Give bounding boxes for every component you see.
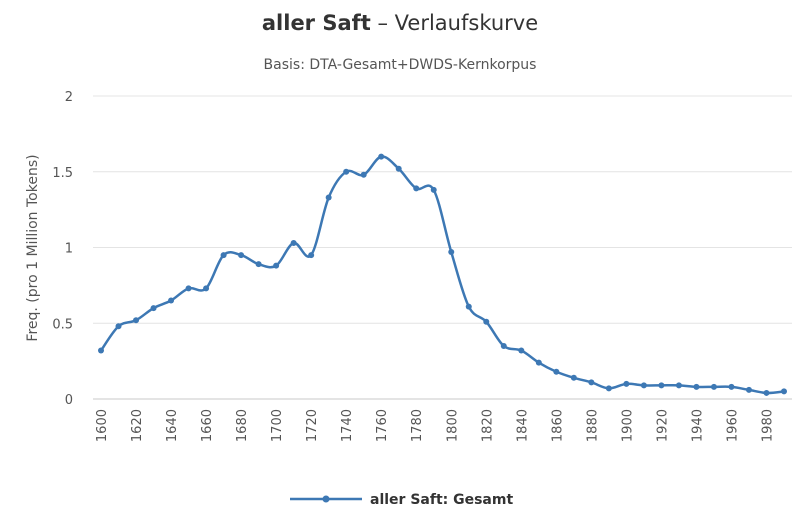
data-point bbox=[168, 297, 175, 304]
data-point bbox=[535, 359, 542, 366]
y-tick-label: 0 bbox=[65, 393, 73, 408]
legend[interactable]: aller Saft: Gesamt bbox=[290, 492, 513, 508]
data-point bbox=[413, 185, 420, 192]
data-point bbox=[150, 305, 157, 312]
data-point bbox=[290, 239, 297, 246]
data-point bbox=[745, 386, 752, 393]
data-point bbox=[518, 347, 525, 354]
data-point bbox=[378, 153, 385, 160]
x-tick-label: 1760 bbox=[375, 409, 390, 442]
x-tick-label: 1860 bbox=[550, 409, 565, 442]
x-tick-label: 1980 bbox=[760, 409, 775, 442]
x-tick-label: 1880 bbox=[585, 409, 600, 442]
chart-title-bold: aller Saft bbox=[262, 11, 371, 35]
series-group bbox=[98, 153, 787, 396]
data-point bbox=[710, 383, 717, 390]
data-point bbox=[343, 168, 350, 175]
grid-lines bbox=[93, 95, 792, 400]
x-tick-label: 1820 bbox=[480, 409, 495, 442]
x-tick-label: 1720 bbox=[305, 409, 320, 442]
x-tick-label: 1920 bbox=[655, 409, 670, 442]
data-point bbox=[570, 374, 577, 381]
data-point bbox=[430, 186, 437, 193]
x-tick-label: 1600 bbox=[95, 409, 110, 442]
data-point bbox=[360, 171, 367, 178]
data-point bbox=[465, 303, 472, 310]
data-point bbox=[675, 382, 682, 389]
legend-marker bbox=[322, 495, 330, 503]
data-point bbox=[693, 383, 700, 390]
data-point bbox=[98, 347, 104, 354]
y-tick-label: 1 bbox=[65, 242, 73, 257]
data-point bbox=[395, 165, 402, 172]
x-tick-label: 1640 bbox=[165, 409, 180, 442]
data-point bbox=[640, 382, 647, 389]
x-tick-label: 1660 bbox=[200, 409, 215, 442]
chart-title: aller Saft – Verlaufskurve bbox=[262, 11, 538, 35]
data-point bbox=[588, 379, 595, 386]
data-point bbox=[255, 261, 262, 268]
x-tick-label: 1680 bbox=[235, 409, 250, 442]
data-point bbox=[483, 318, 490, 325]
data-point bbox=[623, 380, 630, 387]
x-tick-label: 1840 bbox=[515, 409, 530, 442]
x-axis-ticks: 1600 1620 1640 1660 1680 1700 1720 1740 1760 1780… bbox=[95, 409, 775, 442]
data-point bbox=[133, 317, 140, 324]
x-tick-label: 1780 bbox=[410, 409, 425, 442]
x-tick-label: 1700 bbox=[270, 409, 285, 442]
data-point bbox=[553, 368, 560, 375]
data-point bbox=[728, 383, 735, 390]
x-tick-label: 1900 bbox=[620, 409, 635, 442]
y-tick-label: 2 bbox=[65, 90, 73, 105]
y-tick-label: 1.5 bbox=[52, 166, 73, 181]
x-tick-label: 1940 bbox=[690, 409, 705, 442]
chart-title-rest: – Verlaufskurve bbox=[371, 11, 538, 35]
data-point bbox=[203, 285, 210, 292]
y-axis-label: Freq. (pro 1 Million Tokens) bbox=[25, 154, 41, 341]
chart-subtitle: Basis: DTA-Gesamt+DWDS-Kernkorpus bbox=[264, 57, 537, 73]
data-point bbox=[605, 385, 612, 392]
y-tick-label: 0.5 bbox=[52, 317, 73, 332]
data-point bbox=[658, 382, 665, 389]
data-point bbox=[115, 323, 122, 330]
data-point bbox=[220, 252, 227, 259]
data-point bbox=[308, 252, 315, 259]
x-tick-label: 1960 bbox=[725, 409, 740, 442]
series-line bbox=[99, 155, 785, 395]
data-point bbox=[763, 389, 770, 396]
data-point bbox=[325, 194, 332, 201]
y-axis-ticks: 0 0.5 1 1.5 2 bbox=[52, 90, 73, 408]
data-point bbox=[185, 285, 192, 292]
data-point bbox=[448, 249, 455, 256]
data-point bbox=[273, 262, 280, 269]
data-point bbox=[781, 388, 787, 395]
data-point bbox=[500, 342, 507, 349]
legend-label: aller Saft: Gesamt bbox=[370, 492, 513, 508]
data-point bbox=[238, 252, 245, 259]
x-tick-label: 1800 bbox=[445, 409, 460, 442]
x-tick-label: 1740 bbox=[340, 409, 355, 442]
x-tick-label: 1620 bbox=[130, 409, 145, 442]
